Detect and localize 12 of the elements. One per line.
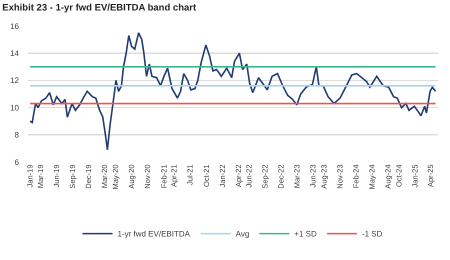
y-tick-label: 10 (10, 103, 20, 112)
legend-label: +1 SD (294, 230, 317, 239)
chart-title: Exhibit 23 - 1-yr fwd EV/EBITDA band chart (2, 2, 197, 14)
y-tick-label: 8 (14, 130, 20, 140)
y-tick-label: 16 (10, 22, 20, 31)
legend-label: Avg (236, 230, 250, 239)
y-tick-label: 12 (10, 76, 20, 86)
legend-label: 1-yr fwd EV/EBITDA (118, 230, 191, 239)
y-tick-label: 14 (10, 49, 20, 58)
legend-label: -1 SD (362, 230, 383, 239)
y-tick-label: 6 (14, 158, 20, 167)
line-series (29, 32, 436, 151)
